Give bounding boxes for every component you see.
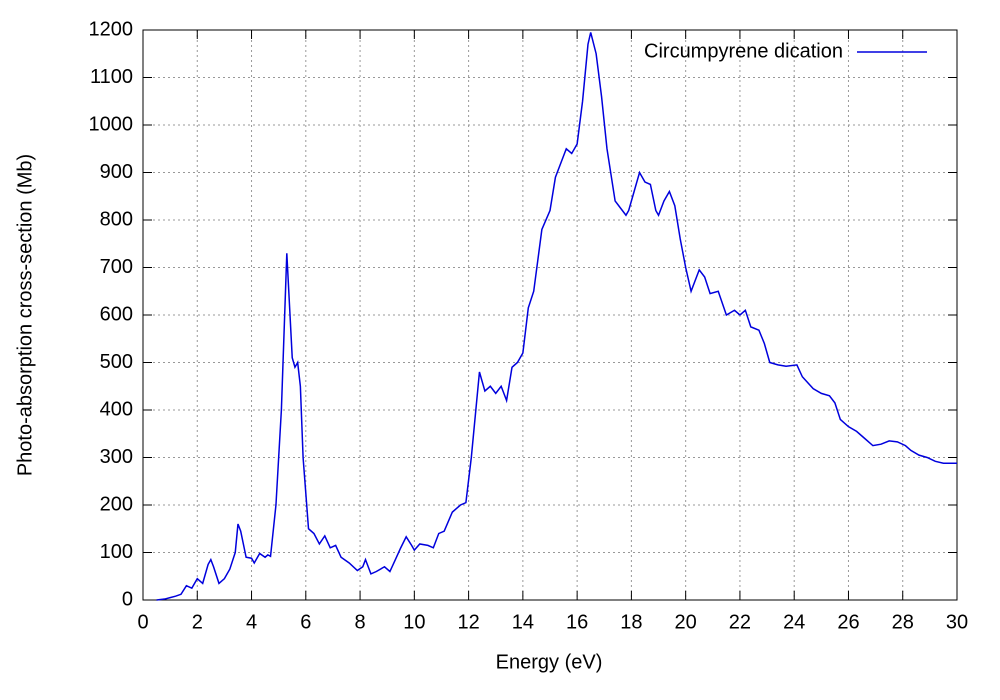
x-tick-label: 18 <box>620 611 642 633</box>
x-tick-label: 28 <box>892 611 914 633</box>
plot-frame <box>142 29 958 601</box>
y-tick-label: 800 <box>100 208 133 230</box>
x-tick-label: 10 <box>403 611 425 633</box>
y-tick-label: 100 <box>100 541 133 563</box>
x-axis-label: Energy (eV) <box>496 651 603 673</box>
y-tick-label: 700 <box>100 256 133 278</box>
legend-label: Circumpyrene dication <box>644 40 843 62</box>
y-axis-label: Photo-absorption cross-section (Mb) <box>14 154 36 476</box>
y-tick-label: 1100 <box>90 66 133 88</box>
y-tick-label: 0 <box>122 588 133 610</box>
x-tick-label: 14 <box>512 611 534 633</box>
y-tick-label: 300 <box>100 446 133 468</box>
x-tick-label: 8 <box>355 611 366 633</box>
x-tick-label: 16 <box>566 611 588 633</box>
x-tick-label: 2 <box>192 611 203 633</box>
y-tick-label: 900 <box>100 161 133 183</box>
y-tick-label: 500 <box>100 351 133 373</box>
x-tick-label: 24 <box>783 611 805 633</box>
x-tick-label: 6 <box>300 611 311 633</box>
x-tick-label: 22 <box>729 611 751 633</box>
y-tick-label: 1200 <box>89 18 134 40</box>
y-tick-label: 200 <box>100 493 133 515</box>
x-tick-label: 0 <box>137 611 148 633</box>
x-tick-label: 12 <box>457 611 479 633</box>
data-line <box>156 32 957 601</box>
x-tick-label: 20 <box>675 611 697 633</box>
x-tick-label: 30 <box>946 611 968 633</box>
x-tick-label: 4 <box>246 611 257 633</box>
x-tick-label: 26 <box>837 611 859 633</box>
y-tick-label: 400 <box>100 398 133 420</box>
y-tick-label: 1000 <box>89 113 134 135</box>
y-tick-label: 600 <box>100 303 133 325</box>
